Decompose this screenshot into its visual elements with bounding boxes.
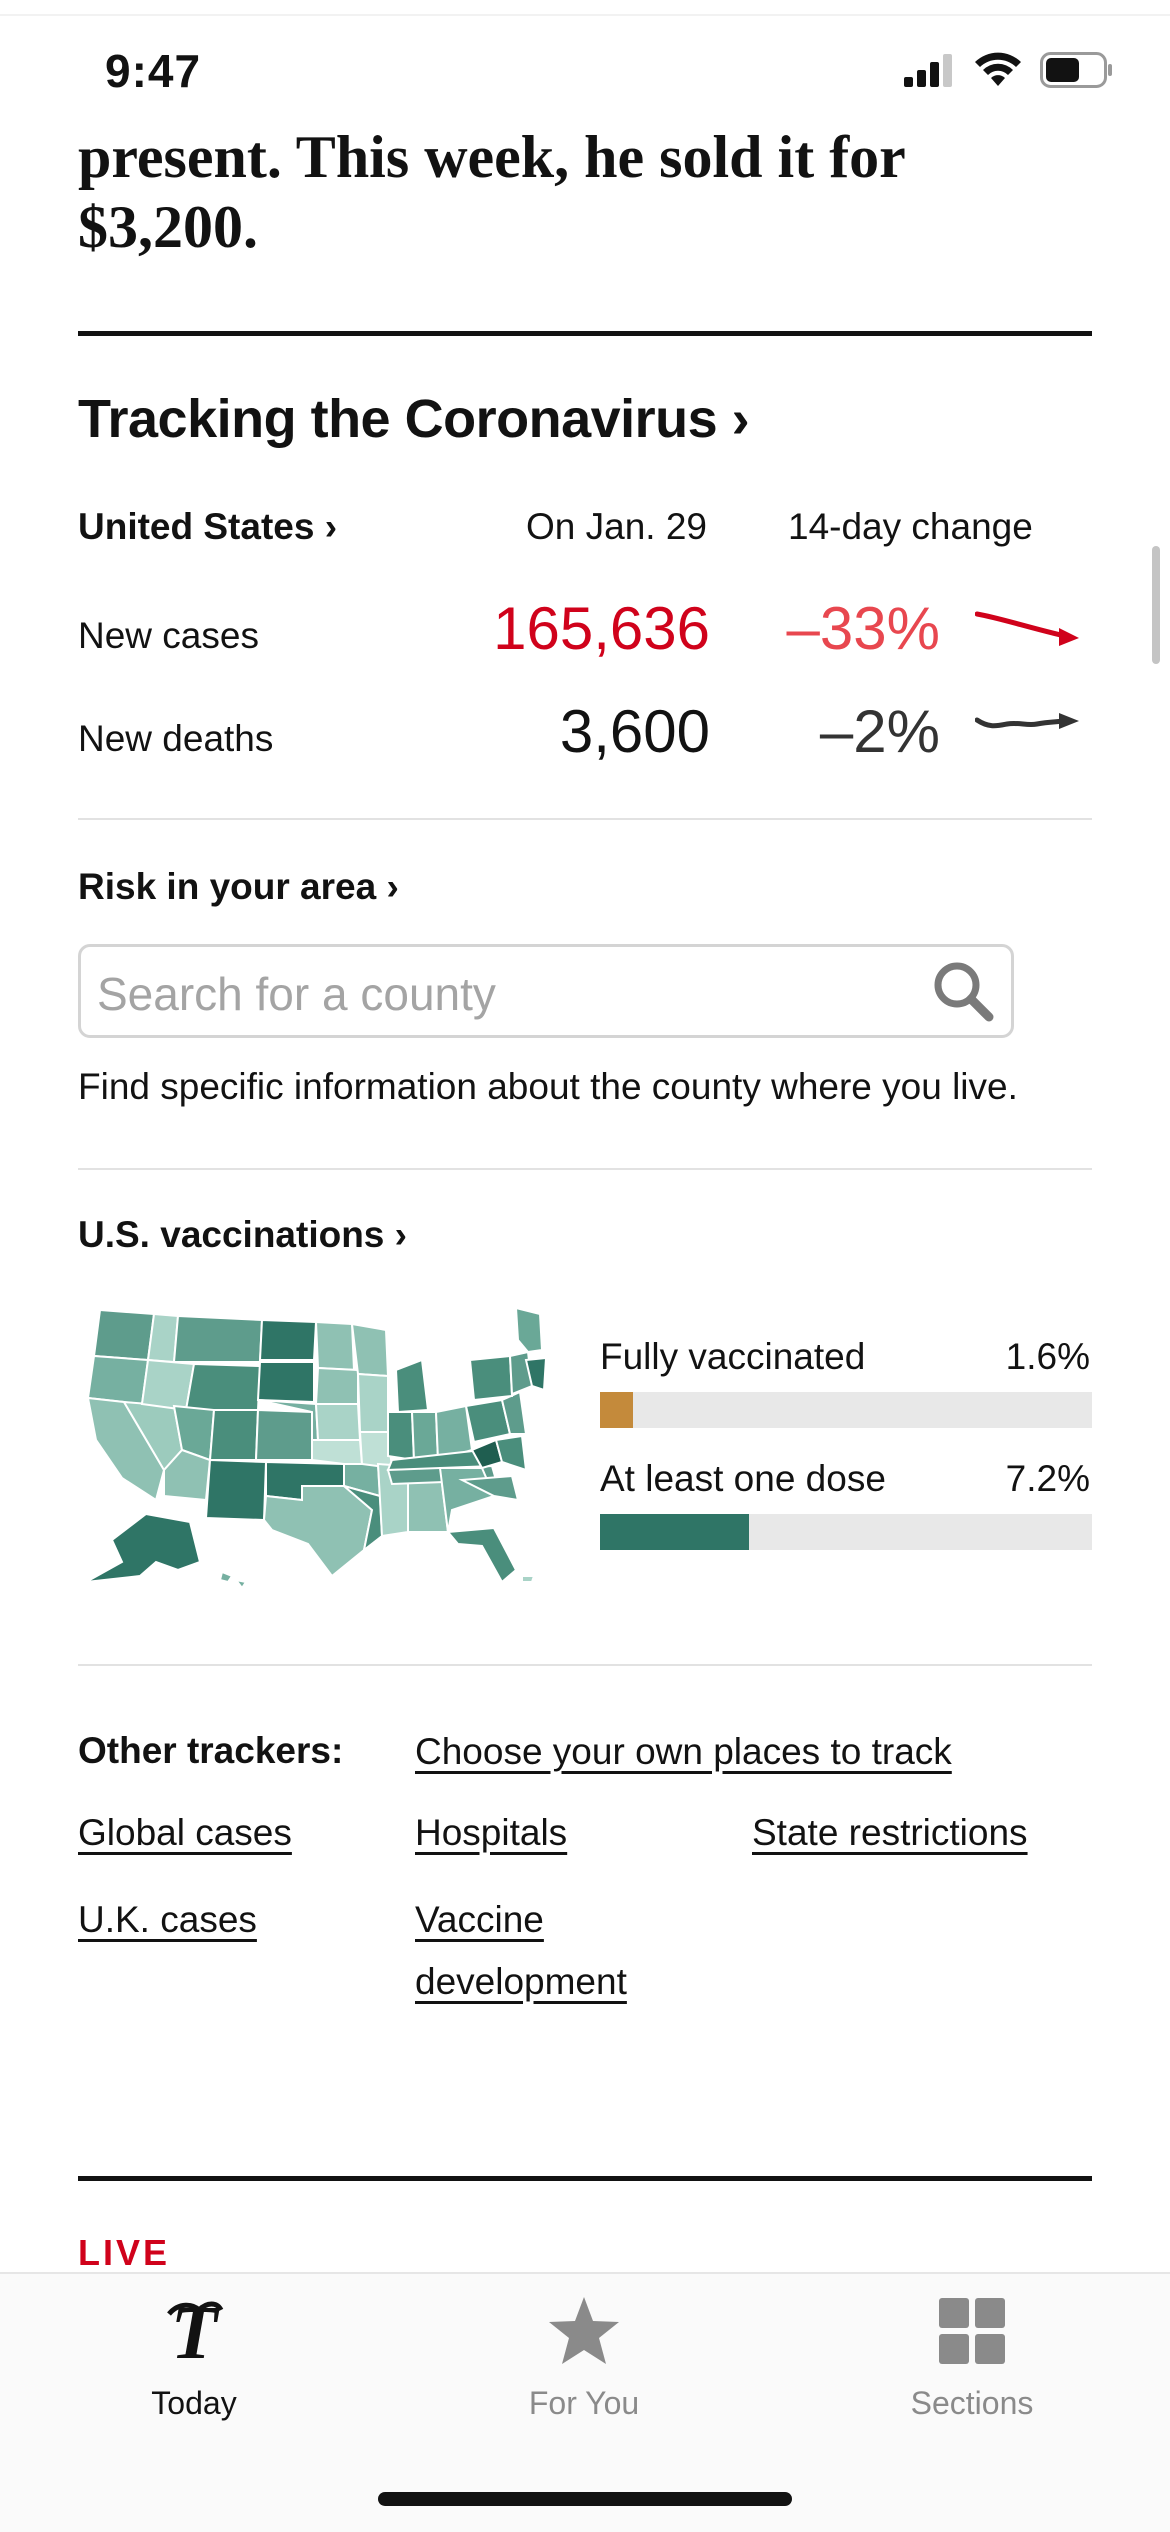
tab-today-label: Today [151,2385,237,2421]
risk-title-link[interactable]: Risk in your area › [78,866,399,907]
uk-cases-link[interactable]: U.K. cases [78,1899,257,1940]
star-icon [549,2297,619,2364]
state-restrictions-link[interactable]: State restrictions [752,1812,1028,1853]
search-placeholder: Search for a county [97,968,496,1020]
one-dose-bar [600,1514,1092,1550]
new-deaths-change: –2% [819,698,940,765]
new-cases-value: 165,636 [493,595,710,662]
new-cases-label: New cases [78,615,259,656]
vaccine-development-link-line2[interactable]: development [415,1961,627,2002]
choose-places-link[interactable]: Choose your own places to track [415,1731,952,1772]
tab-bar: T Today For You Sections [0,2272,1170,2532]
region-link[interactable]: United States › [78,506,338,547]
new-deaths-value: 3,600 [559,698,710,765]
tab-sections[interactable]: Sections [822,2294,1122,2422]
live-label: LIVE [78,2232,171,2273]
one-dose-value: 7.2% [1005,1458,1090,1499]
new-cases-change: –33% [786,595,940,662]
date-header: On Jan. 29 [526,506,708,547]
us-vaccination-map[interactable] [82,1300,546,1590]
tab-sections-label: Sections [910,2385,1034,2421]
nyt-logo-icon: T [167,2291,224,2375]
tab-for-you[interactable]: For You [434,2294,734,2422]
sections-grid-icon [939,2298,1005,2364]
new-deaths-label: New deaths [78,718,274,759]
divider [78,1664,1092,1666]
status-time: 9:47 [105,45,202,97]
article-headline[interactable]: present. This week, he sold it for $3,20… [78,124,905,260]
deaths-trend-arrow-icon [975,713,1079,729]
search-icon[interactable] [931,959,997,1025]
tracker-title-link[interactable]: Tracking the Coronavirus › [78,389,750,449]
status-divider [0,14,1170,16]
home-indicator[interactable] [378,2492,792,2506]
status-bar: 9:47 [0,0,1170,130]
wifi-icon [975,52,1021,86]
section-divider [78,331,1092,336]
scrollbar[interactable] [1152,546,1160,664]
fully-vaccinated-bar-fill [600,1392,633,1428]
fully-vaccinated-value: 1.6% [1005,1336,1090,1377]
one-dose-label: At least one dose [600,1458,886,1499]
vaccine-development-link-line1[interactable]: Vaccine [415,1899,544,1940]
one-dose-bar-fill [600,1514,749,1550]
battery-icon [1040,52,1112,88]
global-cases-link[interactable]: Global cases [78,1812,292,1853]
risk-description: Find specific information about the coun… [78,1066,1018,1107]
section-divider [78,2176,1092,2181]
tab-today[interactable]: T Today [44,2291,344,2422]
tab-for-you-label: For You [528,2385,640,2421]
county-search-input[interactable]: Search for a county [78,944,1014,1038]
other-trackers-title: Other trackers: [78,1730,344,1771]
change-header: 14-day change [788,506,1033,547]
fully-vaccinated-label: Fully vaccinated [600,1336,866,1377]
vaccinations-title-link[interactable]: U.S. vaccinations › [78,1214,407,1255]
fully-vaccinated-bar [600,1392,1092,1428]
cases-trend-arrow-icon [975,611,1079,646]
divider [78,1168,1092,1170]
status-icons [904,52,1114,88]
divider [78,818,1092,820]
cellular-signal-icon [904,54,952,87]
hospitals-link[interactable]: Hospitals [415,1812,568,1853]
